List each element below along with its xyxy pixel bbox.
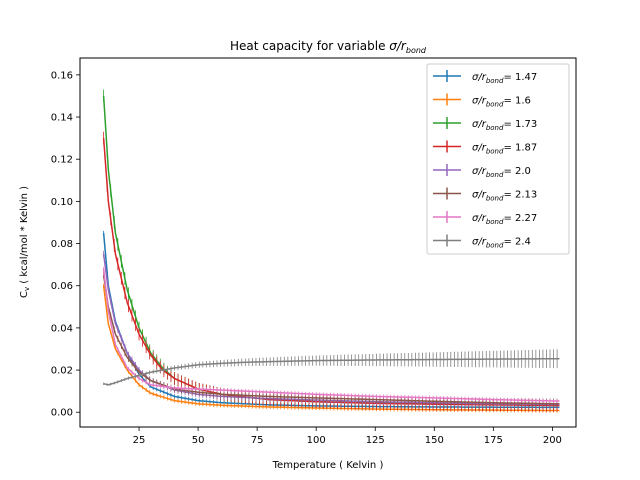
chart-title: Heat capacity for variable σ/rbond	[230, 39, 427, 55]
legend-label-2.0: σ/rbond= 2.0	[472, 166, 531, 179]
x-tick-label-175: 175	[484, 435, 503, 446]
series-2.4-group	[103, 349, 560, 386]
series-2.13-line	[102, 275, 560, 405]
legend-entry-2.0: σ/rbond= 2.0	[433, 164, 531, 179]
y-tick-label-0.12: 0.12	[51, 155, 73, 166]
y-axis-title: Cv ( kcal/mol * Kelvin )	[19, 186, 31, 298]
series-1.6-line	[102, 285, 560, 412]
series-2.27-group	[102, 266, 560, 404]
plot-marks	[102, 89, 560, 413]
legend-entry-1.6: σ/rbond= 1.6	[433, 93, 531, 109]
legend-label-1.47: σ/rbond= 1.47	[472, 72, 537, 85]
series-1.47-line	[102, 232, 560, 409]
legend-entry-2.27: σ/rbond= 2.27	[433, 211, 537, 226]
x-tick-label-75: 75	[251, 435, 264, 446]
y-tick-label-0.08: 0.08	[51, 239, 73, 250]
series-1.87-line	[102, 138, 560, 407]
legend-label-1.6: σ/rbond= 1.6	[472, 96, 531, 109]
legend: σ/rbond= 1.47 σ/rbond= 1.6 σ/rbond= 1.73 σ/…	[426, 63, 570, 255]
y-tick-label-0.06: 0.06	[51, 281, 73, 292]
series-2.4-line	[103, 357, 560, 386]
y-tick-label-0.16: 0.16	[51, 70, 73, 81]
x-tick-label-100: 100	[307, 435, 326, 446]
legend-entry-2.13: σ/rbond= 2.13	[433, 187, 537, 203]
legend-label-1.73: σ/rbond= 1.73	[472, 119, 537, 132]
y-tick-label-0.14: 0.14	[51, 113, 73, 124]
x-axis-ticks: 25 50 75 100 125 150 175 200	[133, 427, 562, 446]
legend-entry-1.87: σ/rbond= 1.87	[433, 140, 537, 156]
x-tick-label-150: 150	[425, 435, 444, 446]
y-tick-label-0.02: 0.02	[51, 366, 73, 377]
legend-entries: σ/rbond= 1.47 σ/rbond= 1.6 σ/rbond= 1.73 σ/…	[433, 70, 537, 250]
x-tick-label-25: 25	[133, 435, 146, 446]
x-tick-label-200: 200	[543, 435, 562, 446]
x-axis-title: Temperature ( Kelvin )	[272, 460, 384, 471]
legend-box	[426, 63, 570, 255]
legend-label-2.27: σ/rbond= 2.27	[472, 213, 537, 226]
x-tick-label-125: 125	[366, 435, 385, 446]
axes-frame	[79, 57, 577, 428]
legend-entry-2.4: σ/rbond= 2.4	[433, 234, 531, 250]
legend-entry-1.47: σ/rbond= 1.47	[433, 70, 537, 85]
series-2.0-line	[102, 254, 560, 406]
y-axis-ticks: 0.00 0.02 0.04 0.06 0.08 0.10 0.12 0.14 0.16	[51, 70, 80, 419]
series-2.27-line	[102, 268, 560, 402]
y-tick-label-0.10: 0.10	[51, 197, 73, 208]
y-tick-label-0.04: 0.04	[51, 323, 73, 334]
legend-label-1.87: σ/rbond= 1.87	[472, 143, 537, 156]
x-tick-label-50: 50	[192, 435, 205, 446]
legend-label-2.13: σ/rbond= 2.13	[472, 190, 537, 203]
legend-label-2.4: σ/rbond= 2.4	[472, 237, 531, 250]
legend-entry-1.73: σ/rbond= 1.73	[433, 117, 537, 132]
y-tick-label-0.00: 0.00	[51, 408, 73, 419]
